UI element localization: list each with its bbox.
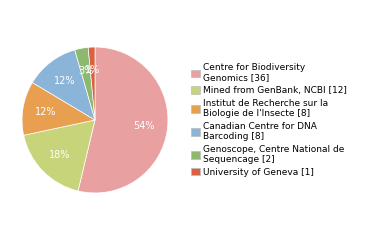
Text: 18%: 18% <box>49 150 70 160</box>
Text: 1%: 1% <box>85 66 100 75</box>
Legend: Centre for Biodiversity
Genomics [36], Mined from GenBank, NCBI [12], Institut d: Centre for Biodiversity Genomics [36], M… <box>191 63 347 177</box>
Text: 54%: 54% <box>133 121 155 131</box>
Wedge shape <box>22 83 95 135</box>
Text: 3%: 3% <box>78 66 93 76</box>
Wedge shape <box>88 47 95 120</box>
Wedge shape <box>78 47 168 193</box>
Text: 12%: 12% <box>35 107 57 117</box>
Text: 12%: 12% <box>54 76 76 86</box>
Wedge shape <box>32 50 95 120</box>
Wedge shape <box>75 47 95 120</box>
Wedge shape <box>24 120 95 191</box>
